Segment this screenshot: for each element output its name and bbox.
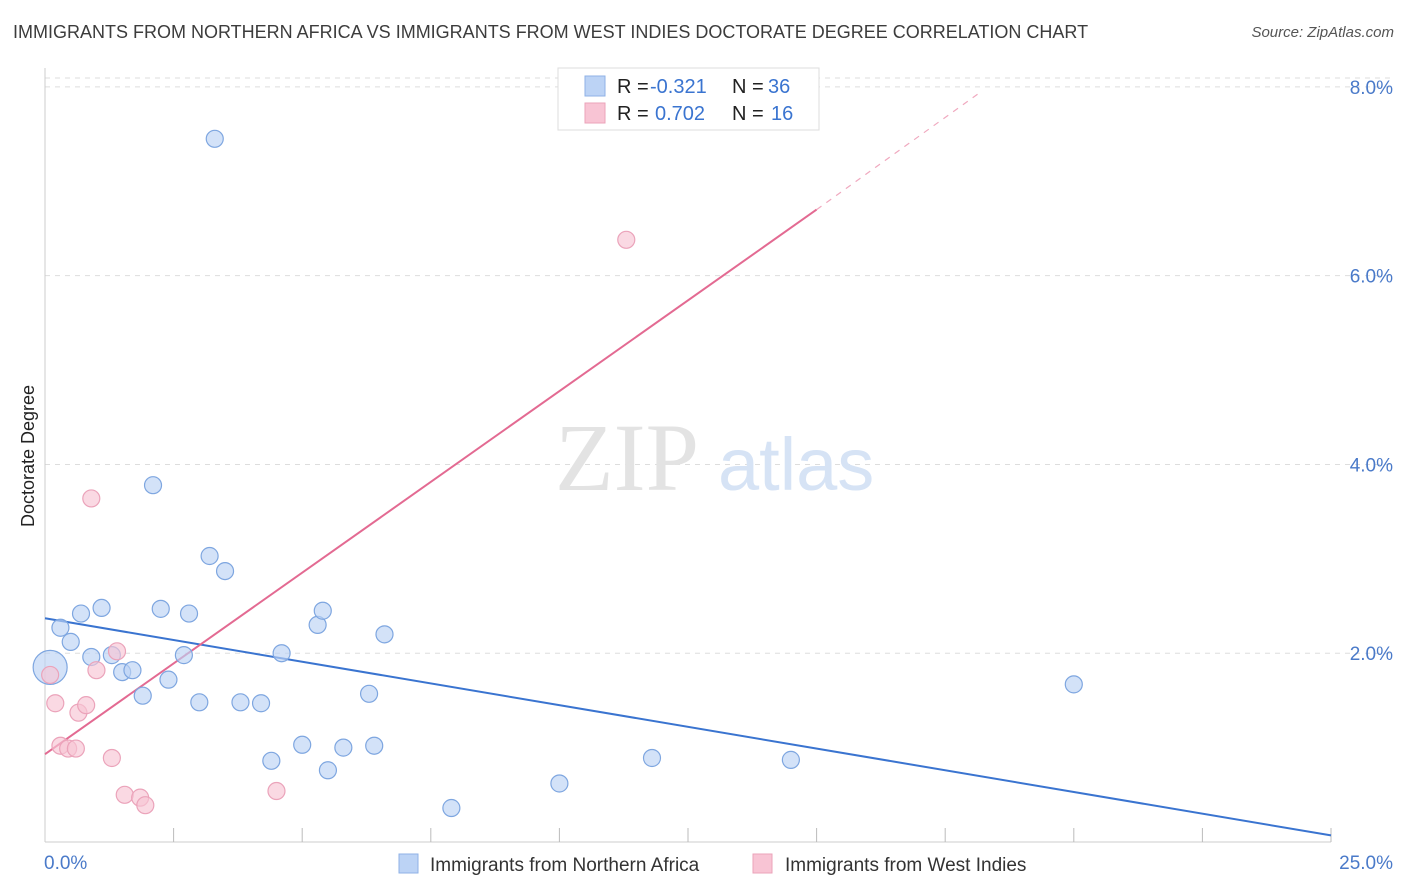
- watermark-atlas: atlas: [718, 423, 874, 506]
- blue-data-point: [71, 604, 91, 623]
- blue-data-point: [123, 661, 142, 680]
- blue-data-point: [1064, 675, 1083, 694]
- legend-n-value-2: 16: [771, 103, 793, 125]
- blue-data-point: [293, 735, 312, 754]
- legend-n-label-2: N =: [732, 103, 764, 125]
- legend-n-value-1: 36: [768, 76, 790, 98]
- x-tick-label: 0.0%: [44, 853, 87, 874]
- blue-data-point: [365, 736, 384, 755]
- pink-data-point: [41, 665, 60, 685]
- pink-data-point: [87, 661, 106, 680]
- blue-data-point: [151, 599, 170, 618]
- blue-data-point: [179, 604, 199, 623]
- blue-data-point: [61, 632, 80, 651]
- data-points: [32, 129, 1083, 818]
- blue-data-point: [359, 684, 379, 703]
- blue-data-point: [200, 546, 219, 566]
- series-legend-swatch-pink: [752, 853, 773, 874]
- pink-data-point: [102, 748, 121, 768]
- legend-swatch-pink: [584, 102, 606, 124]
- blue-data-point: [174, 646, 193, 665]
- blue-data-point: [442, 798, 461, 818]
- blue-data-point: [51, 618, 70, 637]
- blue-data-point: [159, 670, 178, 689]
- chart-title: IMMIGRANTS FROM NORTHERN AFRICA VS IMMIG…: [13, 22, 1089, 42]
- legend-r-label-1: R =: [617, 76, 649, 98]
- legend-r-value-1: -0.321: [650, 76, 707, 98]
- blue-data-point: [642, 748, 662, 768]
- y-axis-label: Doctorate Degree: [18, 385, 38, 527]
- blue-data-point: [251, 694, 271, 713]
- legend-r-value-2: 0.702: [655, 103, 705, 125]
- y-tick-label: 2.0%: [1350, 644, 1393, 665]
- series-legend-label-blue: Immigrants from Northern Africa: [430, 855, 700, 876]
- y-tick-label: 4.0%: [1350, 455, 1393, 476]
- blue-data-point: [334, 738, 353, 757]
- blue-data-point: [375, 625, 394, 644]
- pink-data-point: [77, 696, 96, 715]
- blue-data-point: [318, 761, 338, 780]
- legend-swatch-blue: [584, 75, 606, 97]
- blue-data-point: [133, 686, 152, 705]
- blue-data-point: [205, 129, 224, 148]
- legend-r-label-2: R =: [617, 103, 649, 125]
- trend-lines: [44, 91, 1332, 837]
- y-tick-labels: 2.0% 4.0% 6.0% 8.0%: [1350, 78, 1393, 665]
- blue-data-point: [262, 751, 281, 770]
- source-label: Source: ZipAtlas.com: [1251, 24, 1394, 41]
- pink-trend-extension: [816, 91, 982, 211]
- pink-data-point: [136, 796, 155, 815]
- pink-data-point: [617, 230, 636, 249]
- x-ticks: [173, 828, 1332, 842]
- series-legend: Immigrants from Northern Africa Immigran…: [398, 853, 1026, 876]
- blue-data-point: [143, 476, 163, 495]
- blue-data-point: [781, 750, 800, 769]
- y-tick-label: 6.0%: [1350, 267, 1393, 288]
- gridlines: [45, 77, 1390, 654]
- blue-data-point: [272, 644, 291, 663]
- blue-data-point: [190, 693, 209, 712]
- y-tick-label: 8.0%: [1350, 78, 1393, 99]
- series-legend-swatch-blue: [398, 853, 419, 874]
- watermark-zip: ZIP: [555, 404, 699, 511]
- pink-data-point: [115, 785, 134, 804]
- pink-data-point: [66, 739, 85, 758]
- blue-data-point: [92, 598, 111, 618]
- pink-trend-line: [44, 208, 818, 756]
- blue-trend-line: [44, 617, 1332, 837]
- pink-data-point: [46, 694, 65, 713]
- blue-data-point: [313, 601, 332, 620]
- pink-data-point: [107, 642, 127, 661]
- blue-data-point: [231, 693, 250, 712]
- x-tick-labels: 0.0% 25.0%: [44, 853, 1393, 874]
- correlation-legend: R = -0.321 N = 36 R = 0.702 N = 16: [557, 67, 820, 131]
- blue-data-point: [215, 561, 235, 581]
- series-legend-label-pink: Immigrants from West Indies: [785, 855, 1026, 876]
- x-tick-label: 25.0%: [1339, 853, 1393, 874]
- legend-n-label-1: N =: [732, 76, 764, 98]
- pink-data-point: [267, 781, 286, 801]
- pink-data-point: [82, 489, 101, 508]
- blue-data-point: [550, 774, 569, 793]
